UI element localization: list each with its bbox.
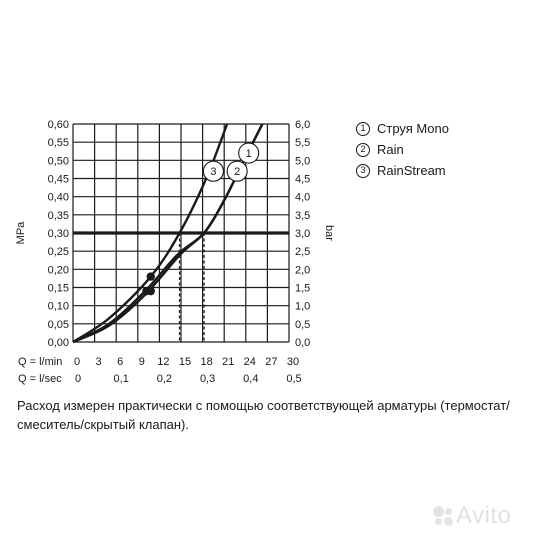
y-right-tick-label: 2,0: [295, 264, 310, 276]
chart-legend: 1 Струя Mono 2 Rain 3 RainStream: [356, 118, 449, 181]
y-left-tick-label: 0,60: [48, 119, 69, 131]
legend-number-2: 2: [356, 142, 370, 157]
y-left-tick-label: 0,25: [48, 246, 69, 258]
y-right-tick-label: 5,5: [295, 137, 310, 149]
x-lmin-tick-label: 18: [200, 356, 212, 368]
y-right-tick-label: 6,0: [295, 119, 310, 131]
y-right-tick-label: 0,5: [295, 319, 310, 331]
x-lmin-tick-label: 24: [244, 356, 256, 368]
x-lsec-tick-label: 0,2: [157, 373, 172, 385]
legend-item-rain: 2 Rain: [356, 139, 449, 160]
legend-label-2: Rain: [377, 142, 404, 157]
x-lmin-tick-label: 27: [265, 356, 277, 368]
x-lsec-tick-label: 0,4: [243, 373, 258, 385]
y-right-tick-label: 5,0: [295, 155, 310, 167]
x-lmin-tick-label: 15: [179, 356, 191, 368]
y-left-axis-title: MPa: [15, 221, 27, 245]
x-lsec-tick-label: 0,1: [114, 373, 129, 385]
y-left-tick-label: 0,30: [48, 228, 69, 240]
x-lmin-axis-label: Q = l/min: [18, 356, 62, 368]
y-left-tick-label: 0,05: [48, 319, 69, 331]
y-left-tick-label: 0,55: [48, 137, 69, 149]
y-left-tick-label: 0,20: [48, 264, 69, 276]
axes: 0,000,050,100,150,200,250,300,350,400,45…: [15, 119, 335, 385]
y-left-tick-label: 0,50: [48, 155, 69, 167]
avito-watermark-text: Avito: [456, 502, 512, 529]
legend-label-3: RainStream: [377, 163, 446, 178]
y-right-tick-label: 1,0: [295, 301, 310, 313]
legend-item-struya-mono: 1 Струя Mono: [356, 118, 449, 139]
y-right-tick-label: 3,5: [295, 210, 310, 222]
curve-tag-circle-3: [202, 160, 224, 182]
y-right-tick-label: 3,0: [295, 228, 310, 240]
curve-tag-circle-1: [238, 142, 260, 164]
pressure-flow-chart: 123 0,000,050,100,150,200,250,300,350,40…: [15, 119, 335, 385]
y-right-tick-label: 1,5: [295, 283, 310, 295]
avito-logo-icon: [432, 505, 454, 527]
curve-tag-circle-2: [226, 160, 248, 182]
x-lmin-tick-label: 30: [287, 356, 299, 368]
reference-line-group: [73, 231, 289, 342]
curve-tag-number-2: 2: [234, 166, 240, 178]
curve-tag-number-1: 1: [246, 148, 252, 160]
y-left-tick-label: 0,15: [48, 283, 69, 295]
x-lsec-tick-label: 0: [75, 373, 81, 385]
y-right-tick-label: 2,5: [295, 246, 310, 258]
curve-marker-dot: [146, 272, 155, 281]
x-lsec-tick-label: 0,3: [200, 373, 215, 385]
y-right-axis-title: bar: [323, 225, 335, 241]
series-group: 12 3: [73, 123, 264, 344]
flow-measurement-note: Расход измерен практически с помощью соо…: [17, 398, 510, 432]
y-left-tick-label: 0,40: [48, 192, 69, 204]
y-right-tick-label: 4,5: [295, 174, 310, 186]
curve-marker-dot: [146, 286, 155, 296]
x-lmin-tick-label: 9: [139, 356, 145, 368]
x-lmin-tick-label: 21: [222, 356, 234, 368]
legend-number-3: 3: [356, 163, 370, 178]
x-lmin-tick-label: 12: [157, 356, 169, 368]
avito-watermark: Avito: [432, 502, 511, 530]
x-lsec-axis-label: Q = l/sec: [18, 373, 62, 385]
y-left-tick-label: 0,00: [48, 337, 69, 349]
x-lmin-tick-label: 0: [74, 356, 80, 368]
curve-tag-number-3: 3: [210, 166, 216, 178]
y-left-tick-label: 0,10: [48, 301, 69, 313]
x-lmin-tick-label: 6: [117, 356, 123, 368]
y-right-tick-label: 0,0: [295, 337, 310, 349]
x-lmin-tick-label: 3: [96, 356, 102, 368]
y-left-tick-label: 0,45: [48, 174, 69, 186]
y-left-tick-label: 0,35: [48, 210, 69, 222]
legend-number-1: 1: [356, 121, 370, 136]
legend-label-1: Струя Mono: [377, 121, 449, 136]
y-right-tick-label: 4,0: [295, 192, 310, 204]
legend-item-rainstream: 3 RainStream: [356, 160, 449, 181]
x-lsec-tick-label: 0,5: [286, 373, 301, 385]
